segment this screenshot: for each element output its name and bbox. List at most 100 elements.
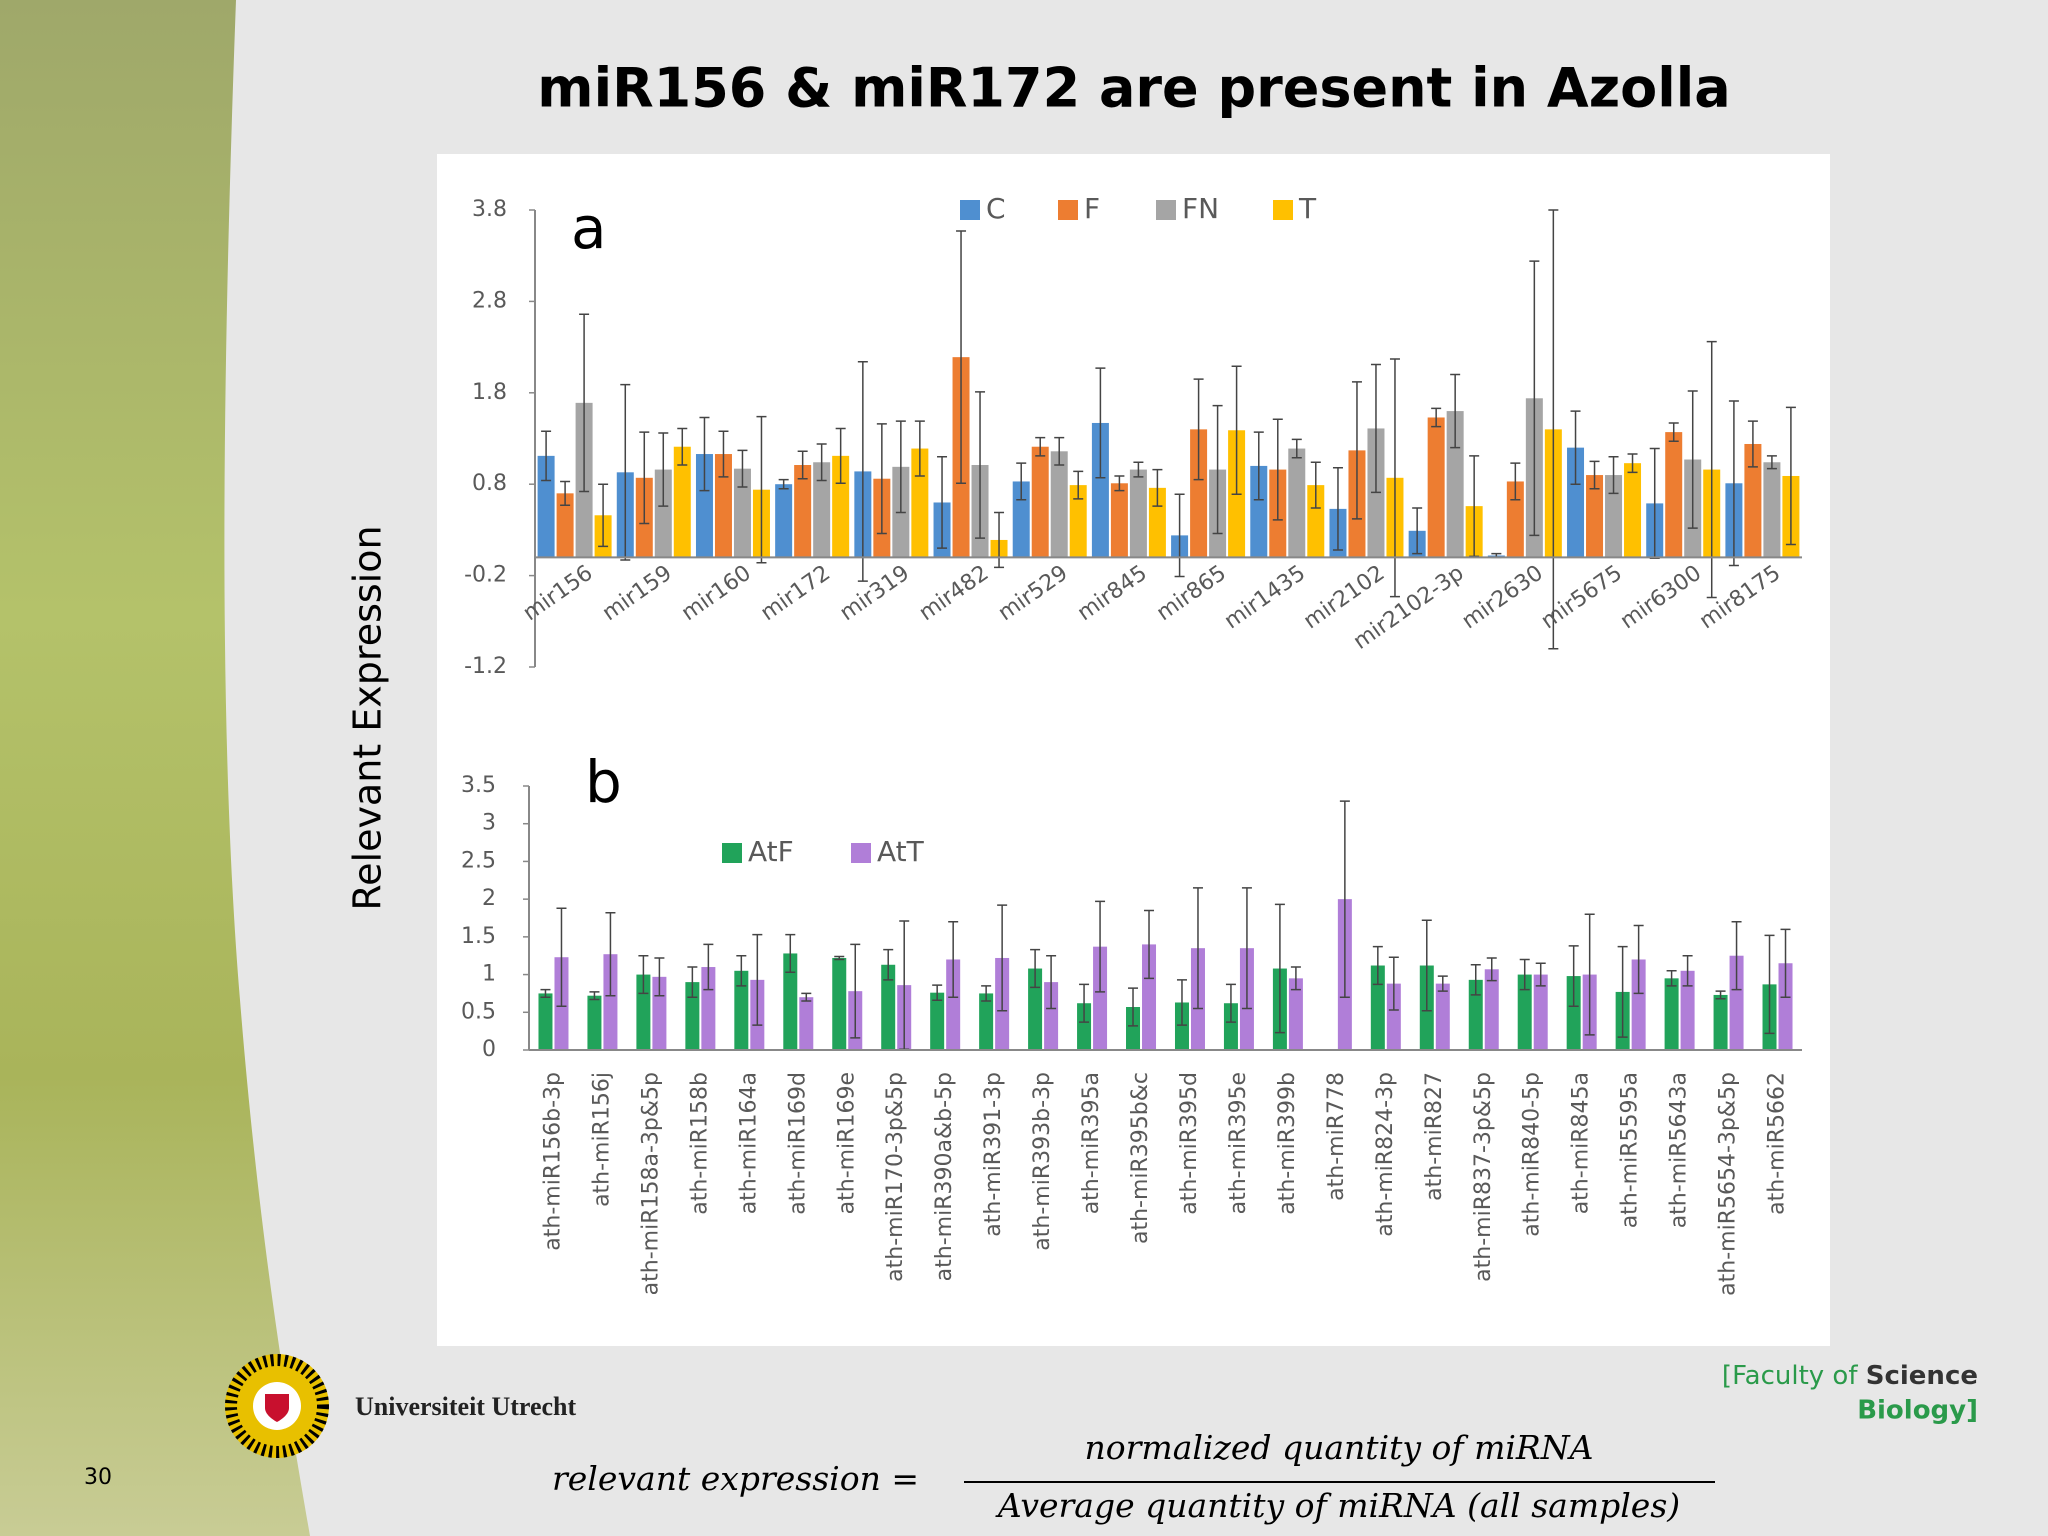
- error-bar: [857, 360, 868, 582]
- logo: [225, 1354, 329, 1458]
- error-bar: [1785, 406, 1796, 546]
- error-bar: [1728, 400, 1739, 567]
- error-bar: [1510, 462, 1521, 501]
- error-bar: [932, 984, 943, 1001]
- error-bar: [1706, 340, 1717, 599]
- error-bar: [1412, 507, 1423, 555]
- bar: [1190, 429, 1208, 558]
- x-tick-label: ath-miR395b&c: [1128, 1072, 1153, 1244]
- bar: [1386, 983, 1401, 1050]
- bar: [930, 992, 945, 1050]
- y-tick-label: 3.8: [472, 197, 507, 222]
- error-bar: [1766, 455, 1777, 470]
- bar: [1729, 955, 1744, 1050]
- error-bar: [1095, 367, 1106, 479]
- error-bar: [1351, 381, 1362, 520]
- bar: [556, 493, 574, 558]
- error-bar: [658, 432, 669, 507]
- y-tick-label: -1.2: [464, 654, 507, 679]
- error-bar: [1584, 913, 1595, 1036]
- error-bar: [1095, 900, 1106, 993]
- error-bar: [541, 430, 552, 482]
- error-bar: [956, 230, 967, 485]
- bar: [1680, 970, 1695, 1050]
- x-tick-label: ath-miR158b: [687, 1072, 712, 1215]
- legend-swatch: [1273, 200, 1293, 220]
- error-bar: [540, 988, 551, 998]
- error-bar: [737, 449, 748, 488]
- bar: [733, 468, 751, 558]
- bar: [1028, 968, 1043, 1050]
- x-tick-label: ath-miR5662: [1765, 1072, 1790, 1215]
- bar: [1435, 983, 1450, 1050]
- x-tick-label: ath-miR158a-3p&5p: [638, 1072, 663, 1295]
- y-tick-label: 1.8: [472, 380, 507, 405]
- x-tick-label: ath-miR169e: [834, 1072, 859, 1214]
- error-bar: [1715, 990, 1726, 1000]
- bar: [1468, 979, 1483, 1050]
- error-bar: [1332, 466, 1343, 551]
- x-tick-label: ath-miR393b-3p: [1030, 1072, 1055, 1251]
- error-bar: [1450, 373, 1461, 449]
- error-bar: [1370, 363, 1381, 494]
- error-bar: [895, 420, 906, 514]
- error-bar: [883, 948, 894, 981]
- bar: [1624, 463, 1642, 558]
- bar: [1713, 994, 1728, 1050]
- bar: [1631, 959, 1646, 1050]
- bar: [881, 964, 896, 1050]
- bar: [946, 959, 961, 1050]
- bar: [1307, 485, 1325, 558]
- bar: [695, 454, 713, 558]
- bar: [1586, 475, 1604, 558]
- error-bar: [605, 911, 616, 997]
- error-bar: [835, 427, 846, 485]
- x-tick-label: ath-miR156j: [589, 1072, 614, 1207]
- side-image: [0, 0, 310, 1536]
- error-bar: [1780, 928, 1791, 998]
- y-tick-label: 2.5: [461, 848, 496, 873]
- y-axis-label: Relevant Expression: [346, 525, 390, 910]
- bar: [1142, 944, 1157, 1050]
- legend-swatch: [722, 843, 742, 863]
- slide-title: miR156 & miR172 are present in Azolla: [537, 57, 1730, 120]
- error-bar: [752, 933, 763, 1026]
- error-bar: [1133, 461, 1144, 478]
- error-bar: [850, 943, 861, 1039]
- bar: [1567, 447, 1585, 558]
- formula-left: relevant expression =: [552, 1459, 919, 1498]
- faculty-text: [Faculty of: [1722, 1361, 1858, 1391]
- error-bar: [1291, 438, 1302, 459]
- legend-swatch: [1058, 200, 1078, 220]
- y-tick-label: 3.5: [461, 773, 496, 798]
- x-tick-label: ath-miR169d: [785, 1072, 810, 1215]
- error-bar: [1225, 983, 1236, 1023]
- error-bar: [948, 921, 959, 998]
- error-bar: [1519, 958, 1530, 991]
- x-tick-label: ath-miR399b: [1275, 1072, 1300, 1215]
- error-bar: [975, 391, 986, 539]
- bar: [1174, 1002, 1189, 1050]
- bar: [1763, 462, 1781, 558]
- error-bar: [556, 907, 567, 1007]
- x-tick-label: ath-miR156b-3p: [540, 1072, 565, 1251]
- error-bar: [981, 985, 992, 1002]
- legend-swatch: [851, 843, 871, 863]
- error-bar: [1030, 948, 1041, 989]
- department: Biology]: [1857, 1396, 1978, 1426]
- error-bar: [736, 954, 747, 987]
- error-bar: [1548, 209, 1559, 650]
- x-tick-label: ath-miR5643a: [1667, 1072, 1692, 1228]
- error-bar: [1310, 461, 1321, 509]
- error-bar: [1016, 462, 1027, 501]
- error-bar: [1046, 954, 1057, 1010]
- error-bar: [1608, 456, 1619, 495]
- bar: [654, 469, 672, 558]
- error-bar: [1437, 975, 1448, 992]
- error-bar: [1174, 493, 1185, 578]
- bar: [794, 465, 812, 558]
- bar: [1427, 417, 1445, 558]
- x-tick-label: ath-miR391-3p: [981, 1072, 1006, 1237]
- error-bar: [816, 443, 827, 482]
